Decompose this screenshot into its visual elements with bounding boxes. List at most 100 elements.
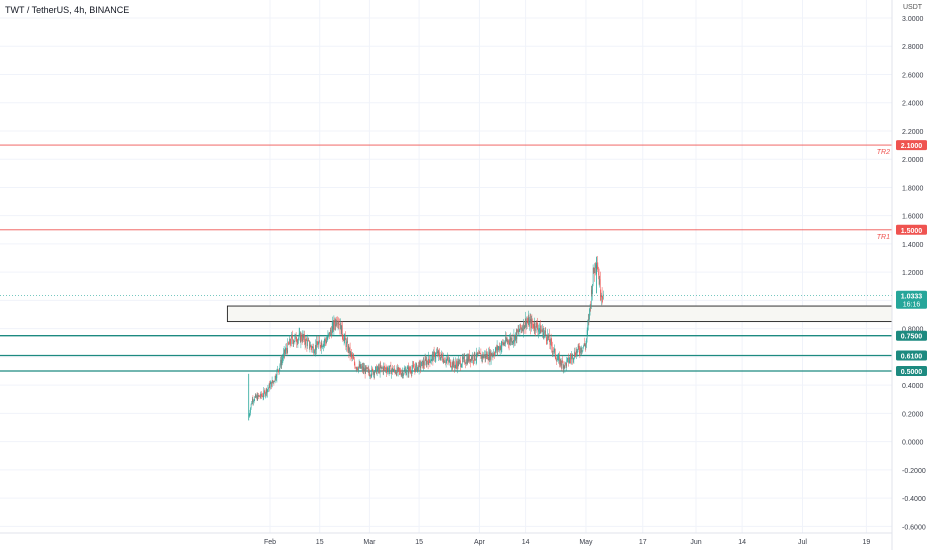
candle-body [490, 351, 491, 359]
candle-body [570, 358, 571, 359]
candle-body [329, 332, 330, 336]
candle-body [360, 364, 361, 367]
candle-body [506, 337, 507, 341]
candle-body [470, 359, 471, 362]
candle-body [299, 334, 300, 338]
candle-body [377, 366, 378, 369]
candle-body [353, 359, 354, 360]
current-price-tag: 1.0333 [901, 294, 923, 301]
candle-body [547, 340, 548, 341]
candle-body [352, 354, 353, 357]
price-axis: 3.00002.80002.60002.40002.20002.00001.80… [892, 0, 926, 550]
candle-body [388, 368, 389, 370]
candle-body [572, 355, 573, 360]
candle-body [342, 325, 343, 335]
candle-body [409, 367, 410, 373]
candle-body [523, 321, 524, 331]
candle-body [494, 353, 495, 354]
candle-body [461, 364, 462, 366]
candle-body [326, 341, 327, 343]
candle-body [303, 335, 304, 338]
candle-body [502, 342, 503, 343]
candle-body [483, 354, 484, 358]
candle-body [308, 340, 309, 341]
candle-body [371, 368, 372, 375]
candle-body [384, 366, 385, 367]
candle-body [364, 367, 365, 370]
candle-body [592, 284, 593, 294]
candle-body [307, 340, 308, 346]
y-tick-label: 2.6000 [902, 72, 924, 79]
candle-body [319, 340, 320, 344]
candle-body [404, 370, 405, 371]
candle-body [250, 408, 251, 413]
candle-body [511, 338, 512, 342]
candle-body [259, 396, 260, 397]
candle-body [316, 345, 317, 350]
candle-body [397, 368, 398, 376]
candle-body [409, 367, 410, 370]
candle-body [575, 356, 576, 357]
candle-body [402, 372, 403, 374]
candle-body [321, 343, 322, 348]
candle-body [593, 268, 594, 284]
candle-body [296, 342, 297, 343]
candle-body [599, 279, 600, 284]
price-unit[interactable]: USDT [903, 4, 922, 11]
candle-body [527, 322, 528, 323]
candle-body [323, 343, 324, 346]
candle-body [386, 371, 387, 373]
candle-body [595, 263, 596, 273]
candle-body [421, 362, 422, 366]
y-tick-label: -0.2000 [902, 468, 926, 475]
candle-body [283, 358, 284, 359]
candle-body [294, 341, 295, 342]
candle-body [600, 279, 601, 295]
candle-body [517, 330, 518, 340]
candle-body [336, 320, 337, 325]
candle-body [577, 349, 578, 353]
candle-body [370, 375, 371, 376]
candle-body [331, 331, 332, 335]
candle-body [547, 335, 548, 341]
candle-body [478, 353, 479, 354]
x-tick-label: 15 [415, 539, 423, 546]
zone-layer [227, 306, 892, 322]
chart-title: TWT / TetherUS, 4h, BINANCE [5, 5, 129, 15]
candle-body [268, 389, 269, 390]
candle-body [287, 342, 288, 353]
candle-body [257, 396, 258, 400]
candle-body [254, 397, 255, 400]
candle-body [354, 359, 355, 363]
candle-body [602, 298, 603, 300]
candle-body [347, 341, 348, 350]
candle-body [568, 358, 569, 363]
candle-body [278, 369, 279, 370]
candle-body [396, 373, 397, 375]
y-tick-label: 1.6000 [902, 214, 924, 221]
candle-body [571, 359, 572, 360]
candle-body [405, 370, 406, 371]
candle-body [293, 340, 294, 343]
candle-body [373, 369, 374, 374]
candle-body [594, 272, 595, 273]
candle-body [326, 340, 327, 343]
candle-body [419, 363, 420, 364]
candle-body [557, 360, 558, 362]
x-tick-label: Jul [798, 539, 807, 546]
candle-body [442, 354, 443, 357]
y-tick-label: 1.2000 [902, 270, 924, 277]
candle-body [277, 370, 278, 377]
candle-body [443, 358, 444, 362]
candle-body [413, 366, 414, 368]
candle-body [305, 339, 306, 345]
candle-body [413, 365, 414, 366]
candle-body [498, 348, 499, 350]
candle-body [589, 319, 590, 320]
candle-body [283, 353, 284, 358]
candle-body [565, 363, 566, 364]
candle-body [559, 356, 560, 364]
